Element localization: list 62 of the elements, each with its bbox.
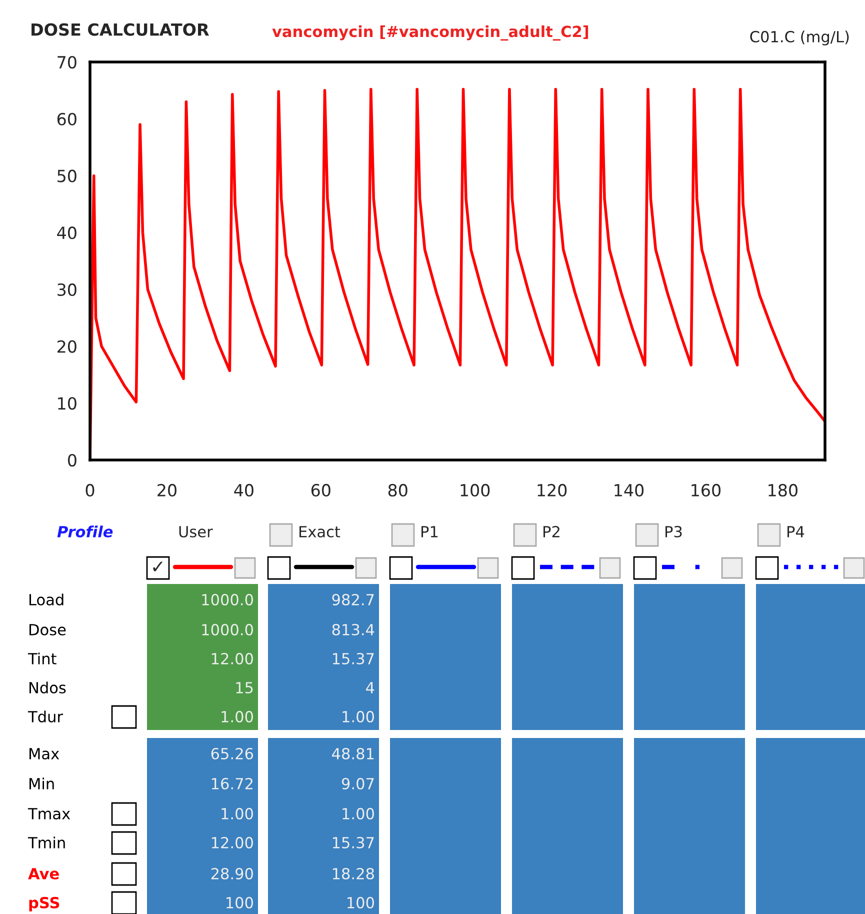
text: 1.00 [222, 808, 253, 820]
text: Profile [57, 526, 113, 538]
x-tick-label: 60 [311, 484, 330, 497]
x-tick-label: 180 [768, 484, 798, 497]
y-tick-label: 70 [58, 56, 76, 69]
text: P1 [422, 526, 438, 538]
text: 15.37 [332, 836, 374, 848]
text: 982.7 [332, 594, 374, 606]
text: pSS [29, 896, 60, 912]
text: P4 [788, 526, 804, 538]
text: Ndos [30, 682, 66, 694]
text: 65.26 [211, 748, 254, 760]
text: Tdur [28, 710, 63, 722]
text: ✓ [153, 562, 162, 572]
y-axis-title: C01.C (mg/L) [750, 30, 849, 46]
text: 12.00 [212, 652, 253, 664]
text: Tint [28, 652, 56, 664]
chart-title: DOSE CALCULATOR [32, 23, 209, 36]
y-tick-label: 60 [57, 112, 76, 126]
text: Load [30, 594, 64, 606]
text: P3 [666, 526, 682, 538]
text: Tmin [28, 836, 65, 848]
text: 28.90 [211, 868, 253, 880]
text: 1.00 [342, 808, 374, 820]
x-tick-label: 80 [388, 484, 408, 497]
text: 9.07 [342, 778, 374, 790]
text: Min [30, 778, 54, 790]
text: P2 [544, 526, 560, 538]
x-tick-label: 100 [460, 484, 490, 497]
text: Dose [30, 624, 66, 636]
text: 12.00 [212, 836, 253, 848]
text: Tmax [28, 808, 70, 820]
y-tick-label: 0 [68, 454, 76, 467]
text: Ave [28, 868, 59, 880]
text: 16.72 [212, 778, 252, 790]
x-tick-label: 160 [692, 484, 721, 497]
text: 100 [348, 896, 374, 908]
text: User [179, 526, 213, 538]
text: 15.37 [332, 652, 374, 664]
x-tick-label: 40 [234, 484, 254, 497]
x-tick-label: 20 [158, 484, 176, 497]
text: 1.00 [222, 710, 253, 722]
text: 1000.0 [202, 624, 253, 636]
y-tick-label: 40 [57, 226, 76, 240]
text: 18.28 [332, 868, 374, 880]
text: Max [30, 748, 60, 760]
y-tick-label: 30 [58, 283, 76, 296]
y-tick-label: 10 [58, 397, 76, 410]
text: 1000.0 [202, 594, 253, 606]
text: Exact [300, 526, 340, 538]
text: 4 [366, 682, 374, 694]
chart-subtitle: vancomycin [#vancomycin_adult_C2] [272, 25, 588, 41]
text: 1.00 [342, 710, 374, 722]
text: 813.4 [332, 624, 374, 636]
x-tick-label: 0 [86, 484, 94, 497]
text: 100 [226, 896, 253, 908]
y-tick-label: 20 [58, 340, 76, 353]
x-tick-label: 120 [538, 484, 567, 497]
text: 48.81 [332, 748, 374, 760]
text: 15 [236, 682, 253, 694]
x-tick-label: 140 [614, 484, 644, 497]
y-tick-label: 50 [58, 170, 76, 182]
